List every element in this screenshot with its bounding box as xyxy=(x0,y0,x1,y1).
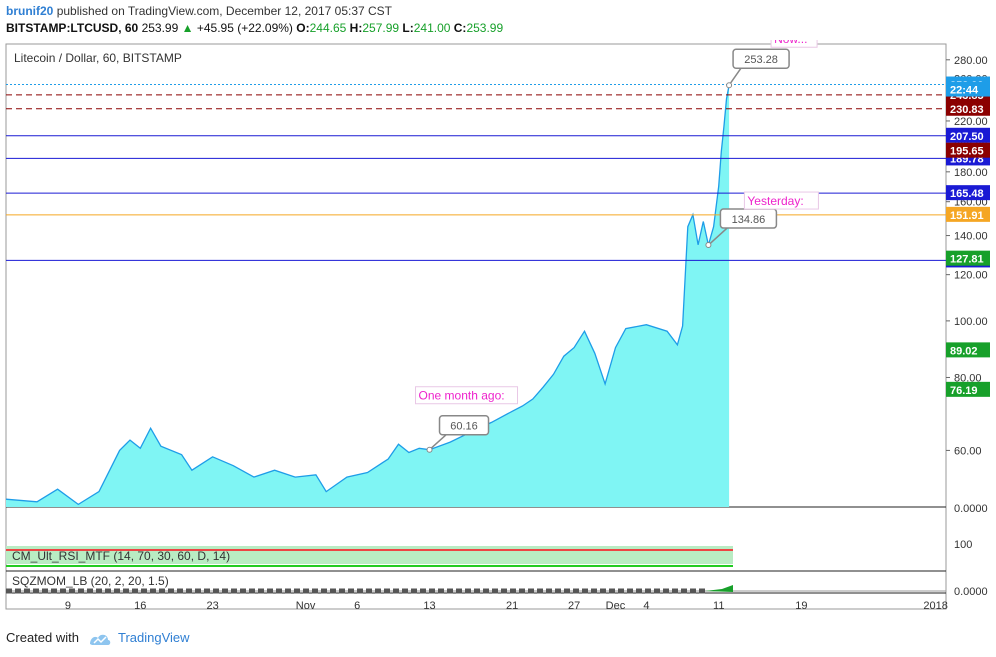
axis-badge-label: 127.81 xyxy=(950,254,984,266)
annotation-box xyxy=(743,191,819,210)
level-badge-label: 165.48 xyxy=(950,188,984,200)
author-link[interactable]: brunif20 xyxy=(6,4,54,18)
axis-badge xyxy=(946,342,990,358)
level-badge-label: 151.91 xyxy=(950,210,984,222)
momentum-histogram xyxy=(705,585,733,592)
y-tick-label: 220.00 xyxy=(954,116,988,128)
axis-badge-label: 195.65 xyxy=(950,146,984,158)
y-tick-label: 120.00 xyxy=(954,270,988,282)
publish-line: brunif20 published on TradingView.com, D… xyxy=(6,4,392,18)
level-badge-label: 207.50 xyxy=(950,131,984,143)
axis-badge-label: 76.19 xyxy=(950,385,978,397)
x-tick-label: 2018 xyxy=(923,600,947,612)
chart-title: Litecoin / Dollar, 60, BITSTAMP xyxy=(14,51,182,65)
x-tick-label: 19 xyxy=(795,600,807,612)
low-value: 241.00 xyxy=(413,21,451,35)
level-badge-label: 230.83 xyxy=(950,104,984,116)
level-badge xyxy=(946,100,990,116)
chart-frame xyxy=(5,43,947,610)
price-callout-label: 60.16 xyxy=(450,421,478,433)
y-tick-label: 140.00 xyxy=(954,231,988,243)
y-tick-label: 180.00 xyxy=(954,167,988,179)
callout-anchor-dot xyxy=(426,446,433,453)
level-badge xyxy=(946,206,990,222)
indicator-y-tick: 100 xyxy=(954,539,972,551)
x-tick-label: 11 xyxy=(713,600,724,612)
y-tick-label: 100.00 xyxy=(954,316,988,328)
x-tick-label: 27 xyxy=(568,600,580,612)
x-tick-label: 4 xyxy=(643,600,649,612)
y-tick-label: 60.00 xyxy=(954,445,982,457)
x-tick-label: 23 xyxy=(206,600,218,612)
high-label: H: xyxy=(349,21,363,35)
x-tick-label: 9 xyxy=(65,600,71,612)
annotation-text: Now... xyxy=(774,40,807,46)
last-price: 253.99 xyxy=(141,21,179,35)
annotation-box xyxy=(415,386,519,405)
indicator-name: CM_Ult_RSI_MTF (14, 70, 30, 60, D, 14) xyxy=(12,549,230,563)
indicator-name: SQZMOM_LB (20, 2, 20, 1.5) xyxy=(12,574,169,588)
tradingview-logo-icon xyxy=(89,634,110,645)
published-text: published on TradingView.com, December 1… xyxy=(56,4,393,18)
x-tick-label: Dec xyxy=(606,600,626,612)
indicator-y-tick: 0.0000 xyxy=(954,586,988,598)
axis-badge xyxy=(946,250,990,266)
x-tick-label: 16 xyxy=(134,600,146,612)
x-tick-label: 21 xyxy=(506,600,518,612)
price-change: +45.95 (+22.09%) xyxy=(196,21,293,35)
callout-anchor-dot xyxy=(726,82,733,89)
open-label: O: xyxy=(296,21,310,35)
axis-badge xyxy=(946,81,990,97)
up-arrow-icon: ▲ xyxy=(181,21,194,35)
footer: Created with TradingView xyxy=(6,630,190,646)
price-callout xyxy=(732,48,790,69)
price-area-fill xyxy=(6,85,730,507)
symbol-label: BITSTAMP:LTCUSD, 60 xyxy=(6,21,139,35)
low-label: L: xyxy=(402,21,414,35)
price-callout-label: 134.86 xyxy=(732,214,766,226)
open-value: 244.65 xyxy=(309,21,347,35)
level-badge xyxy=(946,185,990,201)
axis-badge-label: 89.02 xyxy=(950,345,978,357)
annotation-box xyxy=(770,40,818,48)
y-tick-label: 280.00 xyxy=(954,55,988,67)
ohlc-line: BITSTAMP:LTCUSD, 60 253.99 ▲ +45.95 (+22… xyxy=(6,21,503,35)
high-value: 257.99 xyxy=(362,21,400,35)
created-with-label: Created with xyxy=(6,630,79,645)
axis-badge-label: 22:44 xyxy=(950,85,979,97)
callout-anchor-dot xyxy=(705,242,712,249)
tradingview-link[interactable]: TradingView xyxy=(118,630,190,645)
annotation-text: One month ago: xyxy=(419,389,505,403)
x-tick-label: 6 xyxy=(354,600,360,612)
price-chart[interactable]: 280.00260.00240.00220.00200.00180.00160.… xyxy=(0,40,996,625)
price-callout-label: 253.28 xyxy=(744,54,778,66)
indicator-y-tick: 0.0000 xyxy=(954,503,988,515)
price-callout xyxy=(438,414,490,436)
y-tick-label: 80.00 xyxy=(954,372,982,384)
x-tick-label: Nov xyxy=(296,600,316,612)
x-tick-label: 13 xyxy=(423,600,435,612)
close-value: 253.99 xyxy=(466,21,504,35)
axis-badge xyxy=(946,381,990,397)
close-label: C: xyxy=(453,21,467,35)
annotation-text: Yesterday: xyxy=(747,194,803,208)
level-badge xyxy=(946,127,990,143)
axis-badge xyxy=(946,142,990,158)
